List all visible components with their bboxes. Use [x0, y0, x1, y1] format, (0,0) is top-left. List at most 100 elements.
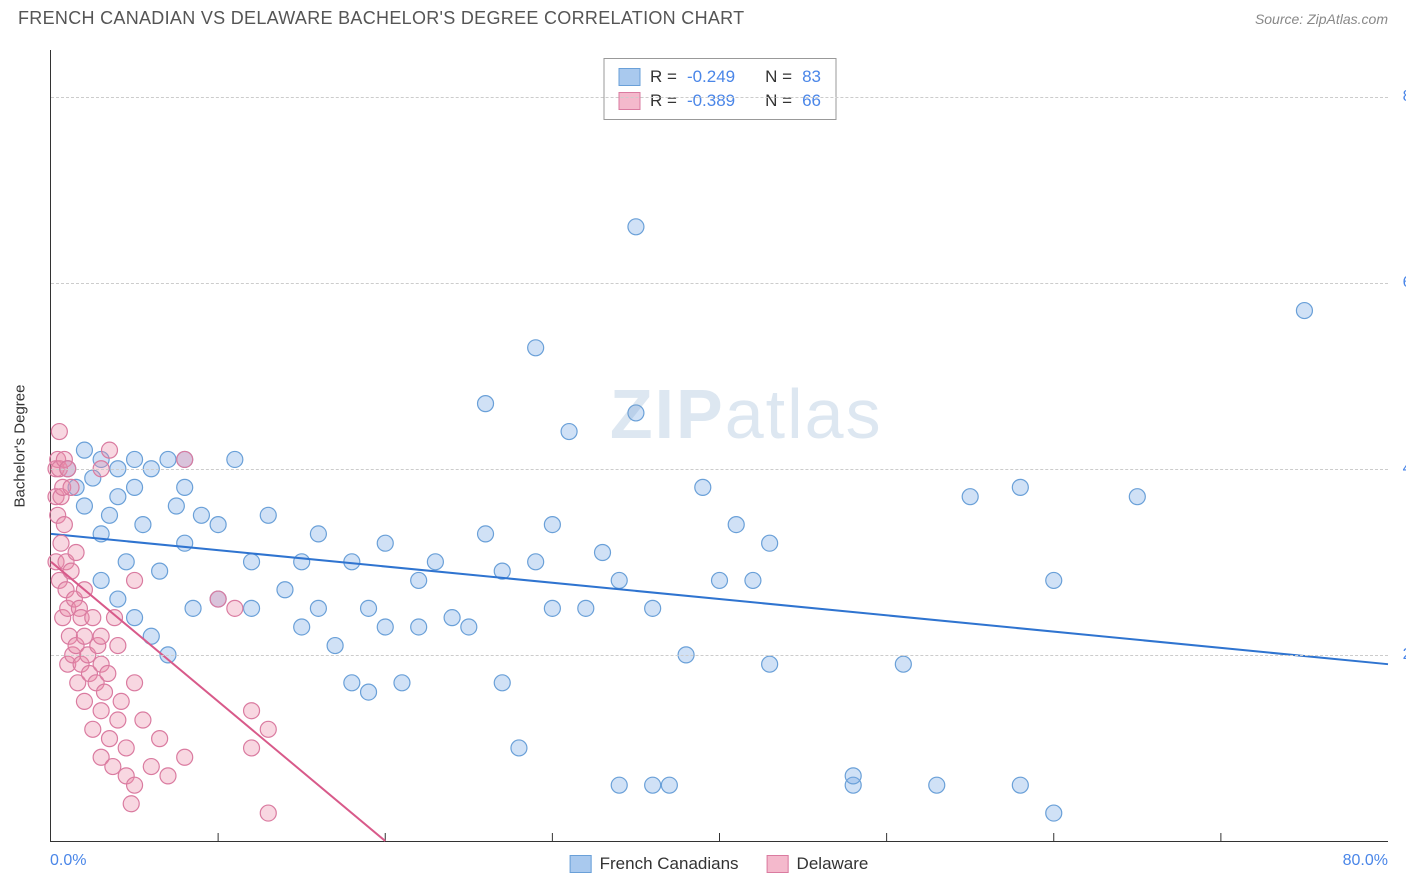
data-point	[645, 777, 661, 793]
data-point	[728, 517, 744, 533]
data-point	[127, 675, 143, 691]
data-point	[695, 479, 711, 495]
chart-title: FRENCH CANADIAN VS DELAWARE BACHELOR'S D…	[18, 8, 744, 29]
data-point	[53, 535, 69, 551]
stat-r-label: R =	[650, 91, 677, 111]
data-point	[277, 582, 293, 598]
data-point	[168, 498, 184, 514]
data-point	[110, 638, 126, 654]
data-point	[260, 805, 276, 821]
data-point	[107, 610, 123, 626]
legend-series-label: Delaware	[797, 854, 869, 874]
data-point	[561, 424, 577, 440]
data-point	[528, 340, 544, 356]
data-point	[135, 712, 151, 728]
data-point	[628, 219, 644, 235]
data-point	[478, 526, 494, 542]
gridline	[51, 97, 1388, 98]
stat-r-value: -0.389	[687, 91, 735, 111]
data-point	[377, 619, 393, 635]
legend-stats-row: R =-0.389N =66	[618, 89, 821, 113]
data-point	[444, 610, 460, 626]
legend-series-label: French Canadians	[600, 854, 739, 874]
source-label: Source: ZipAtlas.com	[1255, 11, 1388, 27]
data-point	[93, 628, 109, 644]
plot-svg	[51, 50, 1388, 841]
data-point	[712, 572, 728, 588]
data-point	[127, 451, 143, 467]
data-point	[394, 675, 410, 691]
data-point	[185, 600, 201, 616]
data-point	[76, 442, 92, 458]
data-point	[101, 442, 117, 458]
data-point	[143, 759, 159, 775]
trend-line	[51, 534, 1388, 664]
data-point	[100, 665, 116, 681]
data-point	[361, 684, 377, 700]
data-point	[845, 768, 861, 784]
data-point	[113, 693, 129, 709]
gridline	[51, 469, 1388, 470]
data-point	[160, 768, 176, 784]
data-point	[152, 563, 168, 579]
data-point	[929, 777, 945, 793]
data-point	[76, 498, 92, 514]
data-point	[1129, 489, 1145, 505]
ytick-label: 20.0%	[1403, 646, 1406, 664]
data-point	[244, 740, 260, 756]
data-point	[962, 489, 978, 505]
legend-series-item: Delaware	[767, 854, 869, 874]
data-point	[361, 600, 377, 616]
data-point	[244, 554, 260, 570]
data-point	[427, 554, 443, 570]
data-point	[544, 600, 560, 616]
data-point	[123, 796, 139, 812]
data-point	[135, 517, 151, 533]
data-point	[227, 600, 243, 616]
plot-inner: ZIPatlas R =-0.249N =83R =-0.389N =66 20…	[50, 50, 1388, 842]
data-point	[63, 479, 79, 495]
data-point	[210, 591, 226, 607]
data-point	[177, 479, 193, 495]
data-point	[377, 535, 393, 551]
data-point	[544, 517, 560, 533]
data-point	[578, 600, 594, 616]
data-point	[118, 554, 134, 570]
data-point	[127, 777, 143, 793]
data-point	[193, 507, 209, 523]
data-point	[528, 554, 544, 570]
data-point	[762, 656, 778, 672]
stat-r-label: R =	[650, 67, 677, 87]
data-point	[177, 535, 193, 551]
legend-stats-box: R =-0.249N =83R =-0.389N =66	[603, 58, 836, 120]
data-point	[1296, 303, 1312, 319]
data-point	[461, 619, 477, 635]
data-point	[96, 684, 112, 700]
data-point	[244, 703, 260, 719]
data-point	[85, 610, 101, 626]
legend-swatch	[618, 68, 640, 86]
stat-n-label: N =	[765, 91, 792, 111]
data-point	[645, 600, 661, 616]
legend-swatch	[767, 855, 789, 873]
data-point	[177, 451, 193, 467]
legend-swatch	[570, 855, 592, 873]
data-point	[244, 600, 260, 616]
data-point	[661, 777, 677, 793]
data-point	[260, 507, 276, 523]
data-point	[411, 572, 427, 588]
data-point	[118, 740, 134, 756]
stat-n-label: N =	[765, 67, 792, 87]
gridline	[51, 655, 1388, 656]
data-point	[310, 600, 326, 616]
data-point	[494, 675, 510, 691]
data-point	[1012, 777, 1028, 793]
stat-n-value: 83	[802, 67, 821, 87]
data-point	[227, 451, 243, 467]
data-point	[101, 731, 117, 747]
data-point	[68, 545, 84, 561]
data-point	[294, 554, 310, 570]
data-point	[93, 572, 109, 588]
data-point	[127, 572, 143, 588]
stat-r-value: -0.249	[687, 67, 735, 87]
